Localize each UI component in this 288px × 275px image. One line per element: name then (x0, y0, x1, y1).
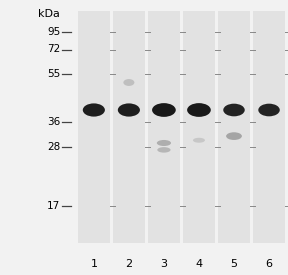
Text: 1: 1 (90, 259, 97, 269)
Bar (253, 11, 285, 243)
Ellipse shape (83, 103, 105, 117)
Text: 6: 6 (266, 259, 272, 269)
Ellipse shape (157, 147, 170, 153)
Text: 36: 36 (47, 117, 60, 127)
Ellipse shape (223, 104, 245, 116)
Text: 2: 2 (125, 259, 132, 269)
Bar (183, 11, 215, 243)
Text: 28: 28 (47, 142, 60, 152)
Text: 17: 17 (47, 201, 60, 211)
Ellipse shape (258, 104, 280, 116)
Ellipse shape (226, 132, 242, 140)
Text: 4: 4 (195, 259, 202, 269)
Bar (113, 11, 145, 243)
Text: 72: 72 (47, 45, 60, 54)
Text: 5: 5 (230, 259, 238, 269)
Ellipse shape (118, 103, 140, 117)
Ellipse shape (193, 138, 205, 143)
Text: 3: 3 (160, 259, 167, 269)
Ellipse shape (157, 140, 171, 146)
Ellipse shape (187, 103, 211, 117)
Ellipse shape (152, 103, 176, 117)
Text: kDa: kDa (38, 9, 60, 19)
Text: 95: 95 (47, 27, 60, 37)
Bar (218, 11, 250, 243)
Text: 55: 55 (47, 69, 60, 79)
Ellipse shape (123, 79, 134, 86)
Bar (78, 11, 110, 243)
Bar (148, 11, 180, 243)
